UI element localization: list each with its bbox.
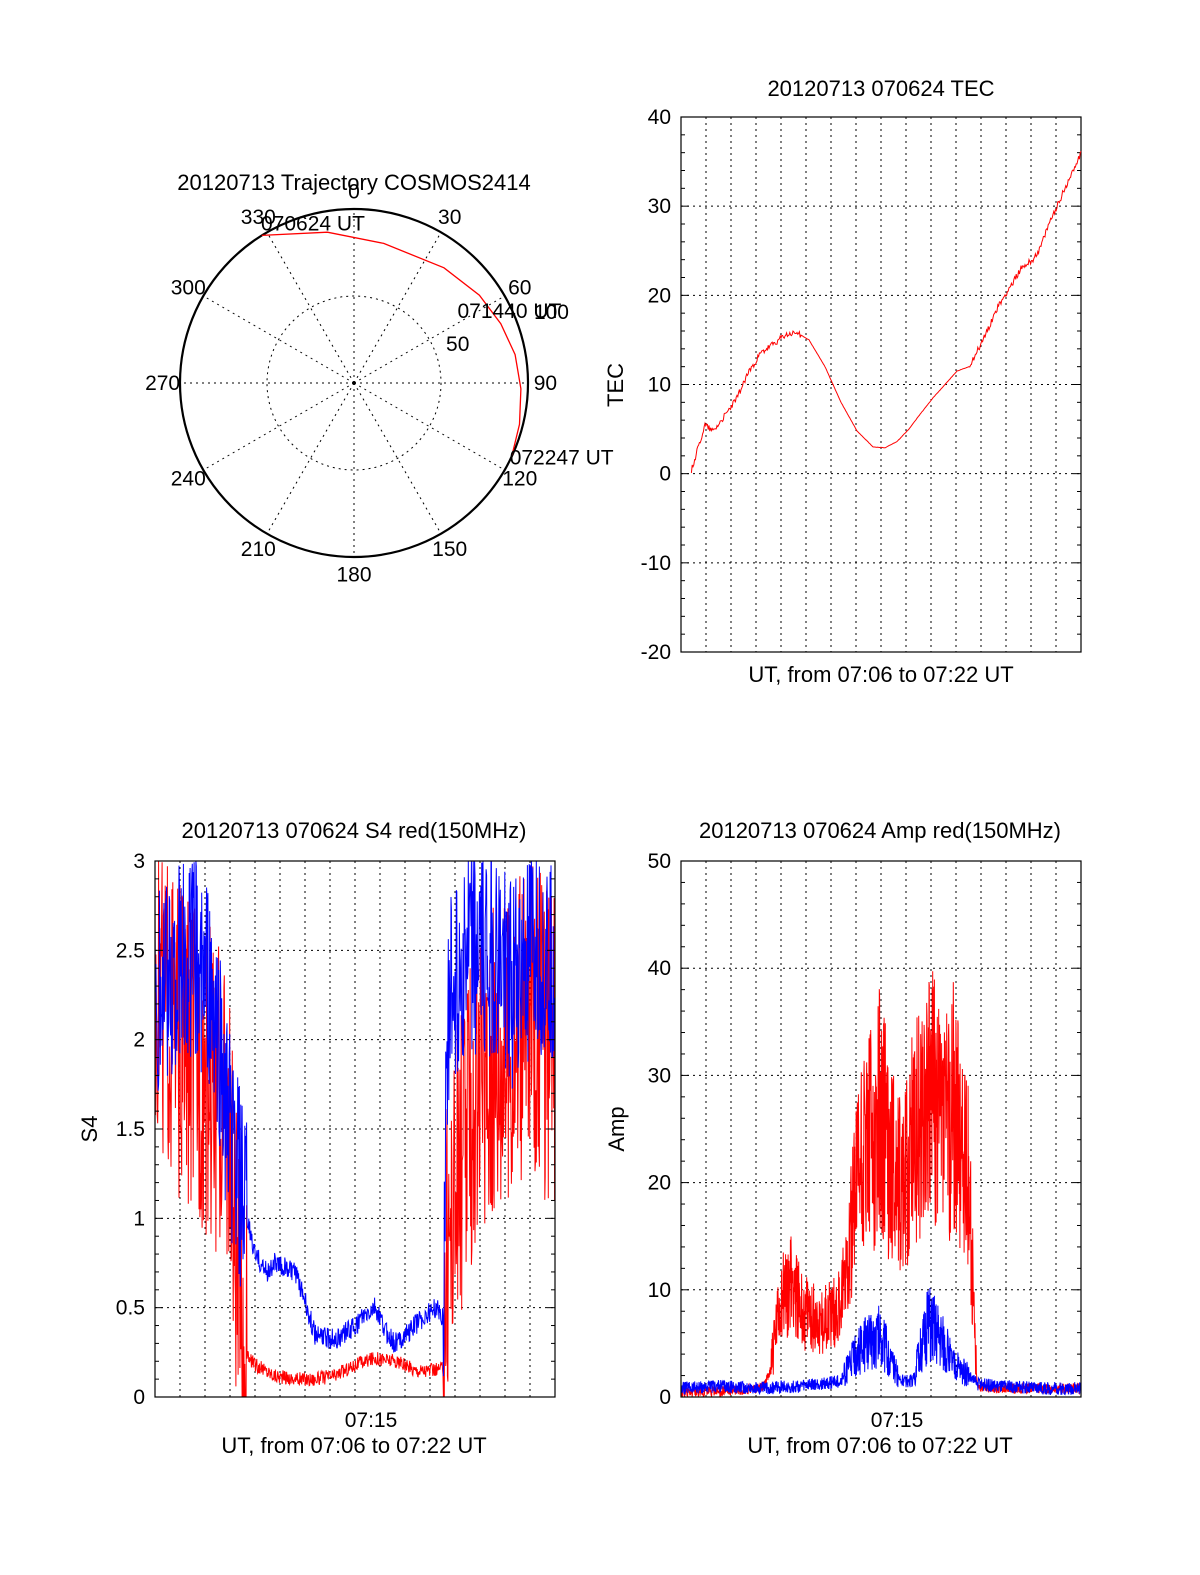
tec-y-label: TEC [603, 363, 628, 407]
polar-spoke [353, 382, 442, 534]
amp-y-tick-label: 30 [648, 1064, 671, 1087]
amp-series [680, 971, 1082, 1398]
s4-y-tick-label: 0.5 [116, 1297, 145, 1320]
tec-y-tick-label: 10 [648, 374, 671, 397]
polar-azimuth-label: 180 [336, 563, 371, 586]
amp-y-tick-label: 0 [659, 1386, 671, 1409]
s4-y-ticks: 0 0.5 1 1.5 2 2.5 3 [116, 850, 555, 1409]
polar-radial-tick-label: 100 [534, 301, 569, 324]
polar-spoke [266, 232, 355, 384]
tec-series [690, 151, 1082, 473]
amp-y-tick-label: 10 [648, 1279, 671, 1302]
polar-radial-ticks: 50 100 [446, 301, 569, 356]
amp-y-tick-label: 50 [648, 850, 671, 873]
tec-title: 20120713 070624 TEC [767, 76, 994, 101]
polar-spoke [203, 382, 355, 471]
tec-grid [681, 117, 1081, 652]
polar-azimuth-label: 30 [438, 206, 461, 229]
polar-azimuth-label: 240 [171, 468, 206, 491]
amp-title: 20120713 070624 Amp red(150MHz) [699, 818, 1061, 843]
polar-spoke [266, 382, 355, 534]
s4-y-tick-label: 1 [133, 1207, 145, 1230]
amp-x-tick-label: 07:15 [871, 1409, 924, 1432]
s4-y-tick-label: 1.5 [116, 1118, 145, 1141]
tec-plot: 20120713 070624 TEC -20 -10 0 10 20 30 40 UT, … [603, 76, 1082, 687]
polar-time-annotation: 071440 UT [457, 300, 561, 323]
polar-time-annotation: 072247 UT [510, 447, 614, 470]
tec-y-tick-label: 30 [648, 195, 671, 218]
tec-y-tick-label: 0 [659, 463, 671, 486]
polar-time-annotation: 070624 UT [261, 212, 365, 235]
s4-y-label: S4 [77, 1116, 102, 1143]
s4-series-line [154, 860, 556, 1398]
s4-x-label: UT, from 07:06 to 07:22 UT [221, 1433, 486, 1458]
polar-trajectory-line [261, 231, 522, 457]
polar-azimuth-label: 210 [241, 538, 276, 561]
amp-y-tick-label: 20 [648, 1172, 671, 1195]
polar-spoke [353, 295, 505, 384]
s4-title: 20120713 070624 S4 red(150MHz) [182, 818, 527, 843]
polar-title: 20120713 Trajectory COSMOS2414 [177, 170, 530, 195]
amp-series-line [680, 1287, 1082, 1396]
amp-x-label: UT, from 07:06 to 07:22 UT [747, 1433, 1012, 1458]
polar-azimuth-labels: 0 30 60 90 120 150 180 210 240 270 300 330 [145, 181, 557, 587]
tec-series-line [690, 151, 1082, 473]
amp-y-tick-label: 40 [648, 957, 671, 980]
tec-x-label: UT, from 07:06 to 07:22 UT [748, 662, 1013, 687]
tec-y-tick-label: 40 [648, 106, 671, 129]
tec-y-tick-label: 20 [648, 284, 671, 307]
s4-series [154, 860, 556, 1398]
s4-x-ticks: 07:15 [345, 1409, 398, 1432]
amp-plot-frame [680, 860, 1082, 1398]
polar-inner-circle [266, 295, 442, 471]
s4-y-tick-label: 2.5 [116, 939, 145, 962]
tec-y-ticks: -20 -10 0 10 20 30 40 [641, 106, 1081, 664]
polar-annotations: 070624 UT 071440 UT 072247 UT [261, 212, 614, 469]
amp-x-ticks: 07:15 [871, 1409, 924, 1432]
polar-trajectory-plot: 20120713 Trajectory COSMOS2414 0 30 60 90 12… [145, 170, 614, 586]
polar-outer-circle [178, 207, 530, 559]
polar-azimuth-label: 330 [241, 206, 276, 229]
polar-azimuth-label: 120 [502, 468, 537, 491]
polar-radial-tick-label: 50 [446, 333, 469, 356]
polar-grid [180, 209, 528, 557]
s4-y-tick-label: 0 [133, 1386, 145, 1409]
polar-azimuth-label: 90 [534, 372, 557, 395]
s4-plot: 20120713 070624 S4 red(150MHz) 0 0.5 1 1.5 2… [77, 818, 556, 1458]
polar-spoke [353, 382, 505, 471]
amp-y-ticks: 0 10 20 30 40 50 [648, 850, 1081, 1409]
polar-azimuth-label: 60 [508, 276, 531, 299]
polar-azimuth-label: 270 [145, 372, 180, 395]
s4-x-tick-label: 07:15 [345, 1409, 398, 1432]
polar-azimuth-label: 300 [171, 276, 206, 299]
polar-spoke [353, 232, 442, 384]
s4-series-line [154, 860, 556, 1377]
polar-spoke [203, 295, 355, 384]
polar-azimuth-label: 150 [432, 538, 467, 561]
s4-y-tick-label: 3 [133, 850, 145, 873]
tec-y-tick-label: -10 [641, 552, 671, 575]
amp-y-label: Amp [604, 1106, 629, 1151]
amp-plot: 20120713 070624 Amp red(150MHz) 0 10 20 30 4… [604, 818, 1082, 1458]
tec-y-tick-label: -20 [641, 641, 671, 664]
polar-azimuth-label: 0 [348, 181, 360, 204]
s4-y-tick-label: 2 [133, 1029, 145, 1052]
